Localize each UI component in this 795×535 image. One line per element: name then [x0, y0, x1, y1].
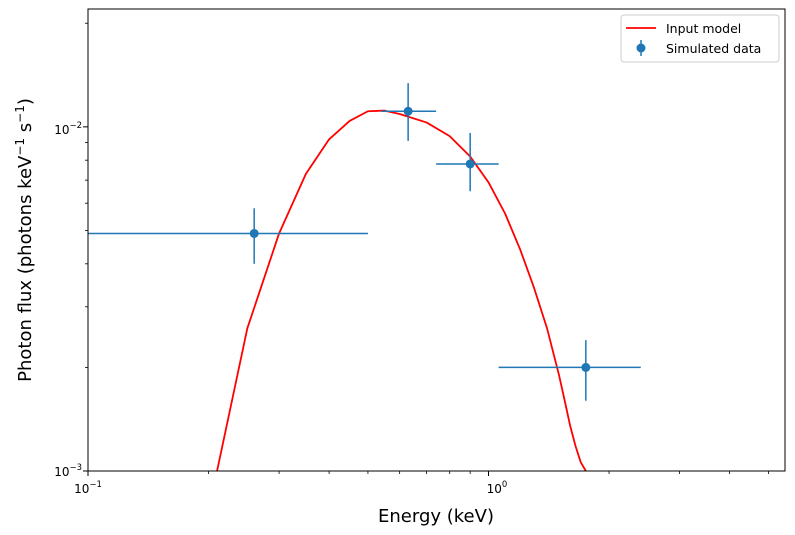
legend-box: [620, 14, 780, 63]
x-axis-label: Energy (keV): [378, 506, 494, 527]
y-axis-label: Photon flux (photons keV−1 s−1): [13, 98, 36, 382]
simulated-data-layer: [88, 83, 641, 401]
legend: Input model Simulated data: [620, 14, 780, 63]
data-point-3: [436, 132, 499, 192]
data-point-2: [381, 83, 437, 141]
major-ticks: [83, 126, 489, 476]
x-tick-label-2: 100: [487, 480, 508, 496]
plot-area: [88, 83, 641, 471]
legend-label-input-model: Input model: [666, 21, 741, 36]
data-marker: [581, 362, 591, 372]
x-tick-label-1: 10−1: [74, 480, 102, 496]
legend-label-simulated-data: Simulated data: [666, 41, 761, 56]
data-marker: [249, 228, 259, 238]
y-tick-label-1: 10−3: [54, 463, 82, 479]
legend-errorbar-swatch: [636, 40, 646, 56]
data-marker: [465, 159, 475, 169]
data-point-4: [498, 340, 641, 401]
axes-frame: [87, 8, 786, 472]
data-point-1: [88, 208, 368, 264]
y-tick-label-2: 10−2: [54, 121, 82, 137]
data-marker: [403, 106, 413, 116]
